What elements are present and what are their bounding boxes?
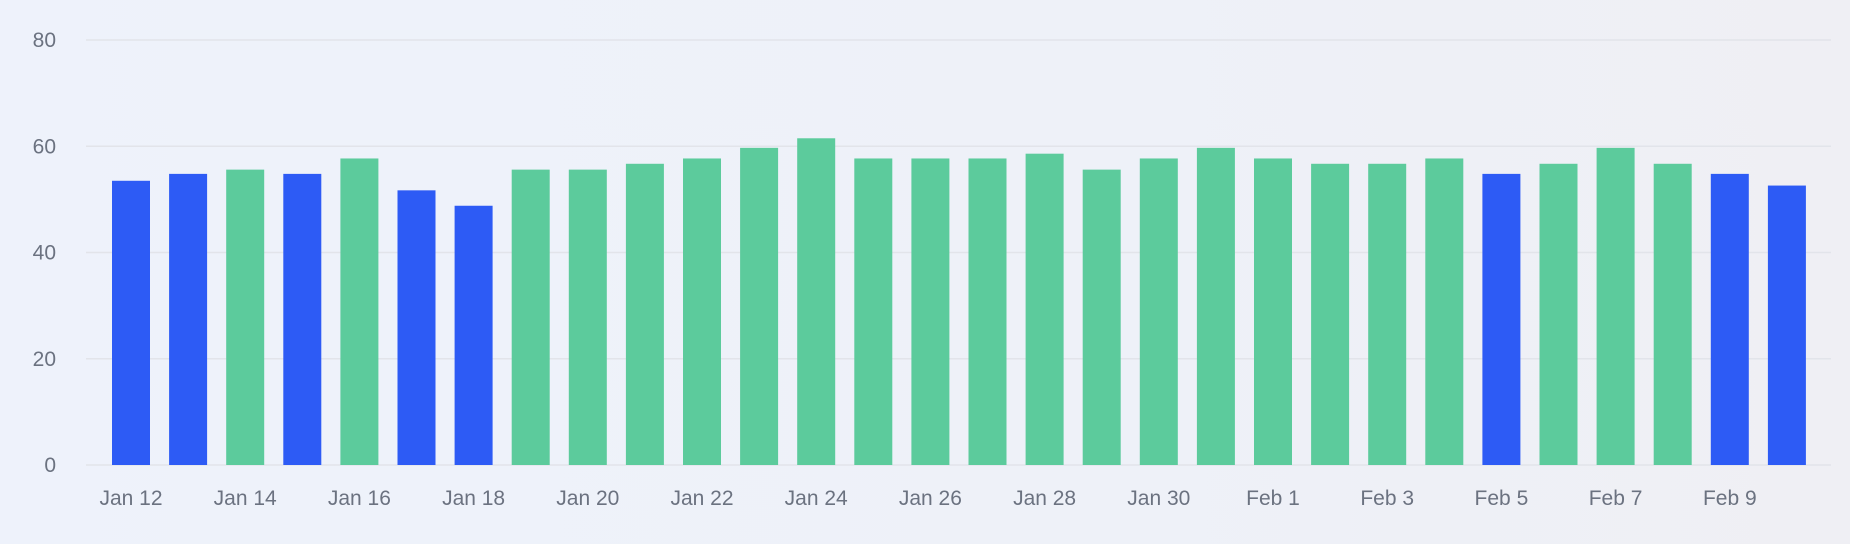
bar-jan-24[interactable]	[797, 138, 836, 465]
x-tick-label: Jan 22	[670, 487, 733, 510]
bars	[112, 138, 1806, 465]
x-tick-label: Feb 9	[1703, 487, 1757, 510]
y-tick-label: 40	[33, 242, 56, 265]
bar-jan-15[interactable]	[283, 173, 322, 465]
y-tick-label: 80	[33, 29, 56, 52]
bar-jan-20[interactable]	[568, 169, 607, 465]
bar-jan-21[interactable]	[625, 163, 664, 465]
x-tick-label: Jan 30	[1127, 487, 1190, 510]
bar-jan-29[interactable]	[1082, 169, 1121, 465]
bar-jan-31[interactable]	[1196, 147, 1235, 465]
bar-jan-23[interactable]	[740, 147, 779, 465]
y-tick-label: 20	[33, 348, 56, 371]
x-tick-label: Jan 18	[442, 487, 505, 510]
bar-jan-26[interactable]	[911, 158, 950, 465]
x-axis: Jan 12 Jan 14 Jan 16 Jan 18 Jan 20 Jan 22 Jan …	[99, 487, 1756, 510]
bar-feb-5[interactable]	[1482, 173, 1521, 465]
bar-feb-2[interactable]	[1311, 163, 1350, 465]
x-tick-label: Jan 20	[556, 487, 619, 510]
bar-jan-12[interactable]	[112, 180, 150, 465]
y-tick-label: 60	[33, 135, 56, 158]
bar-jan-14[interactable]	[226, 169, 265, 465]
bar-jan-27[interactable]	[968, 158, 1007, 465]
bar-feb-7[interactable]	[1596, 147, 1635, 465]
bar-jan-19[interactable]	[511, 169, 550, 465]
bar-jan-28[interactable]	[1025, 153, 1064, 465]
bar-feb-4[interactable]	[1425, 158, 1464, 465]
x-tick-label: Feb 3	[1360, 487, 1414, 510]
bar-feb-8[interactable]	[1653, 163, 1692, 465]
bar-jan-16[interactable]	[340, 158, 379, 465]
x-tick-label: Feb 1	[1246, 487, 1300, 510]
bar-jan-17[interactable]	[397, 190, 436, 465]
x-tick-label: Jan 14	[214, 487, 277, 510]
bar-jan-18[interactable]	[454, 205, 493, 465]
bar-jan-25[interactable]	[854, 158, 893, 465]
bar-feb-10[interactable]	[1767, 185, 1806, 465]
x-tick-label: Jan 16	[328, 487, 391, 510]
y-tick-label: 0	[44, 454, 56, 477]
bar-jan-30[interactable]	[1139, 158, 1178, 465]
bar-feb-6[interactable]	[1539, 163, 1578, 465]
x-tick-label: Jan 26	[899, 487, 962, 510]
y-axis: 0 20 40 60 80	[33, 29, 56, 477]
bar-feb-9[interactable]	[1710, 173, 1749, 465]
x-tick-label: Feb 5	[1475, 487, 1529, 510]
x-tick-label: Feb 7	[1589, 487, 1643, 510]
bar-jan-22[interactable]	[683, 158, 721, 465]
bar-feb-3[interactable]	[1368, 163, 1407, 465]
x-tick-label: Jan 12	[99, 487, 162, 510]
x-tick-label: Jan 28	[1013, 487, 1076, 510]
bar-feb-1[interactable]	[1254, 158, 1292, 465]
x-tick-label: Jan 24	[785, 487, 848, 510]
bar-jan-13[interactable]	[169, 173, 208, 465]
